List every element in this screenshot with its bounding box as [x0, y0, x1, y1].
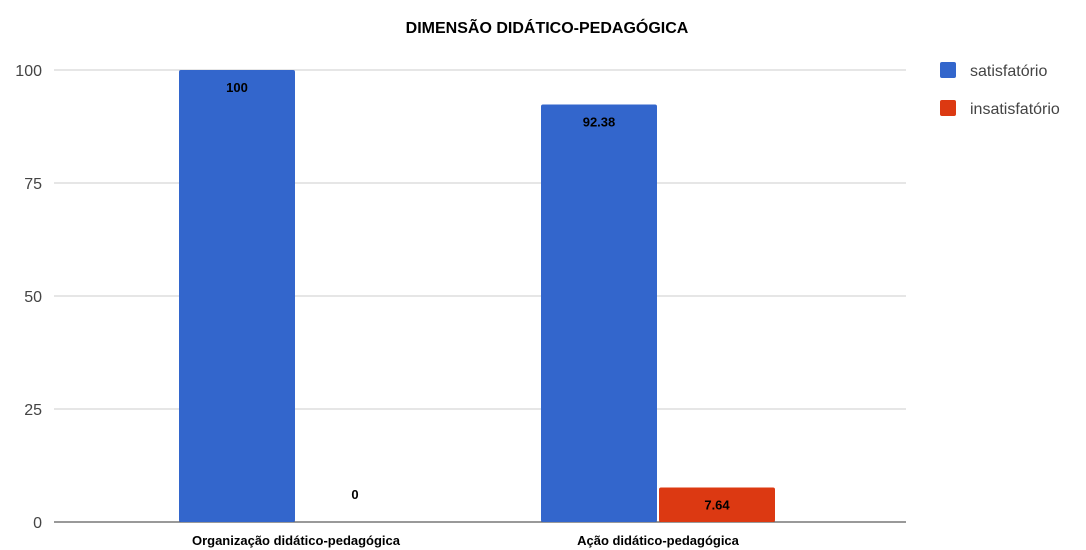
- y-tick-label: 25: [24, 402, 42, 419]
- y-tick-label: 100: [15, 63, 42, 80]
- data-label: 92.38: [583, 114, 616, 129]
- bar-satisfatório-0[interactable]: [179, 70, 295, 522]
- legend-label[interactable]: insatisfatório: [970, 101, 1060, 118]
- legend-label[interactable]: satisfatório: [970, 63, 1047, 80]
- y-tick-label: 75: [24, 176, 42, 193]
- bars: 100 0 92.38 7.64: [179, 70, 775, 523]
- category-label: Ação didático-pedagógica: [577, 533, 740, 548]
- data-label: 100: [226, 80, 248, 95]
- category-label: Organização didático-pedagógica: [192, 533, 401, 548]
- y-axis-ticks: 0 25 50 75 100: [15, 63, 42, 532]
- y-tick-label: 50: [24, 289, 42, 306]
- bar-insatisfatório-1[interactable]: [659, 487, 775, 522]
- bar-satisfatório-1[interactable]: [541, 104, 657, 523]
- y-tick-label: 0: [33, 515, 42, 532]
- data-label: 0: [351, 487, 358, 502]
- legend: satisfatório insatisfatório: [940, 62, 1060, 118]
- data-label: 7.64: [704, 497, 730, 512]
- legend-swatch: [940, 100, 956, 116]
- category-labels: Organização didático-pedagógica Ação didá…: [192, 533, 740, 548]
- chart-title: DIMENSÃO DIDÁTICO-PEDAGÓGICA: [406, 17, 689, 37]
- legend-swatch: [940, 62, 956, 78]
